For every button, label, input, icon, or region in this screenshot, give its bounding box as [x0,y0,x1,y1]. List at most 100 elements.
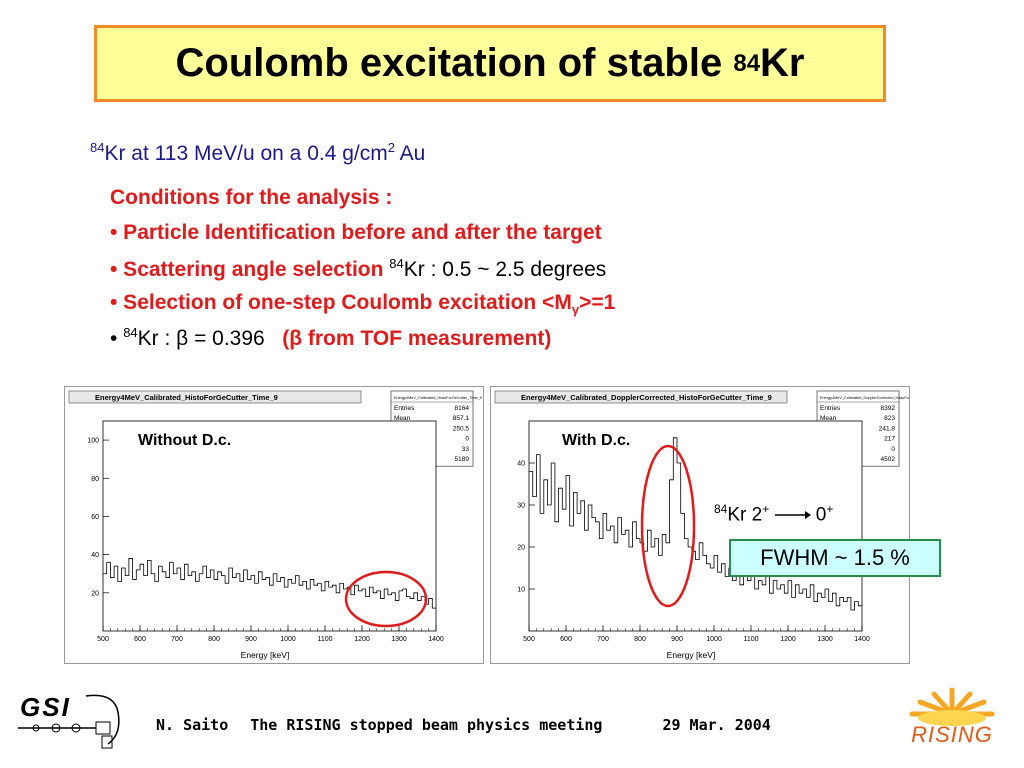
gsi-logo-text: GSI [20,692,71,722]
subtitle-sup-unit: 2 [387,140,395,155]
x-tick-label: 800 [634,636,646,643]
stats-value: 8392 [881,405,896,412]
x-tick-label: 1100 [743,636,758,643]
condition-beta-note: (β from TOF measurement) [282,327,552,350]
y-tick-label: 100 [87,438,99,445]
stats-value: 857.1 [453,415,470,422]
stats-box-title: Energy4MeV_Calibrated_HistoForGeCutter_T… [394,396,482,400]
x-tick-label: 800 [208,636,220,643]
transition-arrow-icon [774,511,811,520]
histogram-series-line [529,437,862,611]
y-tick-label: 80 [91,476,99,483]
condition-beta-sup: 84 [123,325,138,340]
x-axis-label: Energy [keV] [667,650,716,660]
condition-angle-sup: 84 [389,256,404,271]
transition-final-parity: + [826,502,834,516]
histogram-title-bar [68,390,362,404]
x-tick-label: 500 [523,636,535,643]
gsi-logo: GSI [18,692,120,749]
stats-box-title: Energy4MeV_Calibrated_DopplerCorrected_H… [820,396,909,400]
condition-coulomb-sub: γ [571,302,580,318]
footer-date: 29 Mar. 2004 [662,716,771,734]
fwhm-box: FWHM ~ 1.5 % [729,539,941,577]
condition-coulomb-value: >=1 [579,291,616,314]
histogram-right-svg: Energy4MeV_Calibrated_DopplerCorrected_H… [494,390,940,660]
stats-name: Entries [394,405,415,412]
transition-label: 84Kr 2+ 0+ [714,502,833,526]
x-tick-label: 1200 [354,636,370,643]
stats-name: Mean [394,415,411,422]
y-tick-label: 20 [91,590,99,597]
subtitle-sup-mass: 84 [90,140,105,155]
label-with-doppler: With D.c. [562,432,631,449]
x-tick-label: 700 [171,636,183,643]
condition-item-beta: • 84Kr : β = 0.396 (β from TOF measureme… [110,325,551,351]
x-tick-label: 1000 [706,636,722,643]
stats-name: Mean [820,415,837,422]
stats-value: 4502 [881,456,896,463]
footer-meeting: The RISING stopped beam physics meeting [250,716,603,734]
title-text: Coulomb excitation of stable [175,41,734,85]
y-tick-label: 40 [517,461,525,468]
x-tick-label: 1400 [854,636,870,643]
x-axis-label: Energy [keV] [241,650,290,660]
stats-value: 33 [462,446,470,453]
stats-value: 0 [465,436,469,443]
condition-beta-value: Kr : β = 0.396 [137,327,283,350]
condition-item-pid: • Particle Identification before and aft… [110,221,602,244]
x-tick-label: 900 [245,636,257,643]
stats-name: Entries [820,405,841,412]
stats-value: 217 [884,436,895,443]
stats-value: 8164 [455,405,470,412]
transition-final: 0 [815,504,827,526]
histogram-title: Energy4MeV_Calibrated_DopplerCorrected_H… [521,393,772,402]
x-tick-label: 1100 [317,636,332,643]
x-tick-label: 600 [134,636,146,643]
subtitle-target: Au [394,142,426,165]
subtitle-text: Kr at 113 MeV/u on a 0.4 g/cm [104,142,388,165]
title-box: Coulomb excitation of stable 84 Kr [94,25,886,102]
rising-logo-text: RISING [911,722,993,747]
x-tick-label: 600 [560,636,572,643]
x-tick-label: 1200 [780,636,796,643]
y-tick-label: 10 [517,587,525,594]
x-tick-label: 700 [597,636,609,643]
x-tick-label: 900 [671,636,683,643]
stats-value: 5189 [455,456,470,463]
x-tick-label: 500 [97,636,109,643]
histogram-title-bar [494,390,788,404]
rising-logo: RISING [909,687,995,747]
y-tick-label: 20 [517,545,525,552]
x-tick-label: 1400 [428,636,444,643]
title-element: Kr [760,41,805,85]
y-tick-label: 40 [91,552,99,559]
transition-initial: Kr 2 [727,504,763,526]
conditions-header: Conditions for the analysis : [110,186,393,209]
x-tick-label: 1300 [391,636,407,643]
subtitle: 84Kr at 113 MeV/u on a 0.4 g/cm2 Au [90,140,425,166]
condition-angle-value: Kr : 0.5 ~ 2.5 degrees [403,258,607,281]
stats-value: 823 [884,415,895,422]
footer: N. Saito The RISING stopped beam physics … [156,716,793,734]
stats-value: 241.8 [879,425,896,432]
transition-sup: 84 [714,502,728,516]
y-tick-label: 30 [517,503,525,510]
condition-angle-label: • Scattering angle selection [110,258,390,281]
histogram-panel-right: Energy4MeV_Calibrated_DopplerCorrected_H… [490,386,940,664]
x-tick-label: 1000 [280,636,296,643]
transition-initial-parity: + [762,502,770,516]
x-tick-label: 1300 [817,636,833,643]
histogram-left-svg: Energy4MeV_Calibrated_HistoForGeCutter_T… [68,390,482,660]
condition-item-coulomb: • Selection of one-step Coulomb excitati… [110,291,615,317]
condition-beta-bullet: • [110,327,124,350]
stats-value: 250.5 [453,425,470,432]
condition-item-angle: • Scattering angle selection 84Kr : 0.5 … [110,256,606,282]
histogram-panel-left: Energy4MeV_Calibrated_HistoForGeCutter_T… [64,386,484,664]
histogram-title: Energy4MeV_Calibrated_HistoForGeCutter_T… [95,393,278,402]
plot-frame [102,420,437,632]
label-without-doppler: Without D.c. [138,432,232,449]
y-tick-label: 60 [91,514,99,521]
condition-coulomb-label: • Selection of one-step Coulomb excitati… [110,291,572,314]
stats-value: 0 [891,446,895,453]
footer-author: N. Saito [156,716,229,734]
